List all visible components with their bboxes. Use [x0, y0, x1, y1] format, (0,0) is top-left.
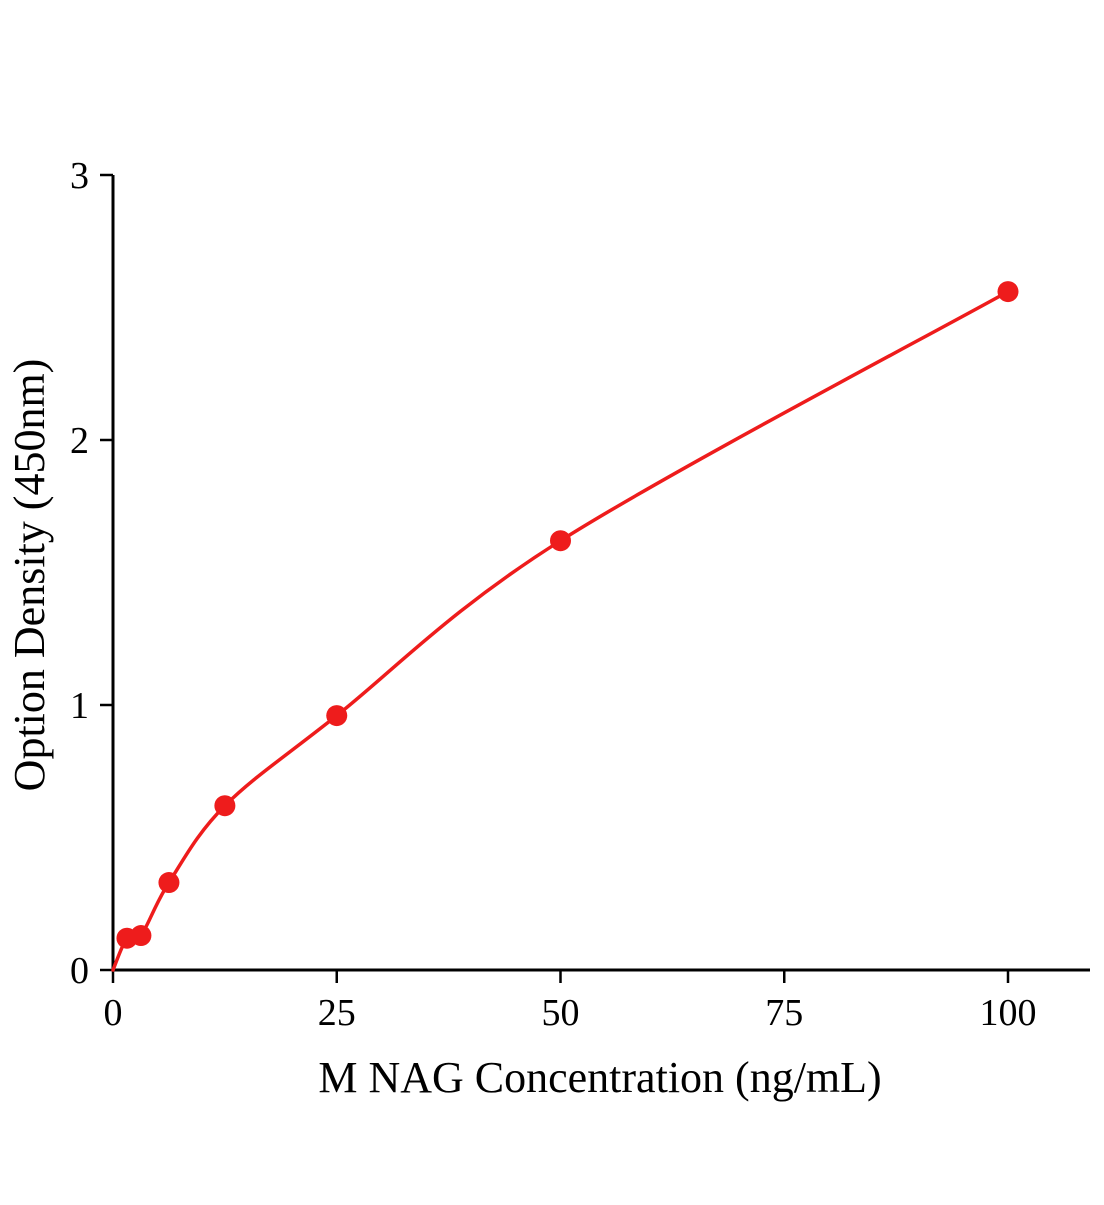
x-tick-label: 100 — [980, 992, 1037, 1034]
data-point — [158, 872, 180, 894]
x-axis-title: M NAG Concentration (ng/mL) — [318, 1053, 881, 1102]
series-layer — [111, 281, 1019, 972]
data-point — [214, 795, 236, 817]
y-tick-label: 2 — [70, 420, 89, 462]
x-tick-label: 75 — [765, 992, 803, 1034]
y-tick-label: 0 — [70, 950, 89, 992]
axes-layer: 0 25 50 75 100 0 1 2 3 — [70, 155, 1090, 1034]
fit-curve — [111, 289, 1010, 972]
data-point — [326, 705, 348, 727]
data-point — [997, 281, 1019, 303]
x-tick-label: 25 — [318, 992, 356, 1034]
x-tick-label: 50 — [542, 992, 580, 1034]
x-tick-label: 0 — [104, 992, 123, 1034]
y-tick-label: 1 — [70, 685, 89, 727]
y-axis-title: Option Density (450nm) — [5, 359, 54, 792]
y-tick-label: 3 — [70, 155, 89, 197]
data-point — [550, 530, 571, 552]
data-point — [130, 925, 152, 947]
